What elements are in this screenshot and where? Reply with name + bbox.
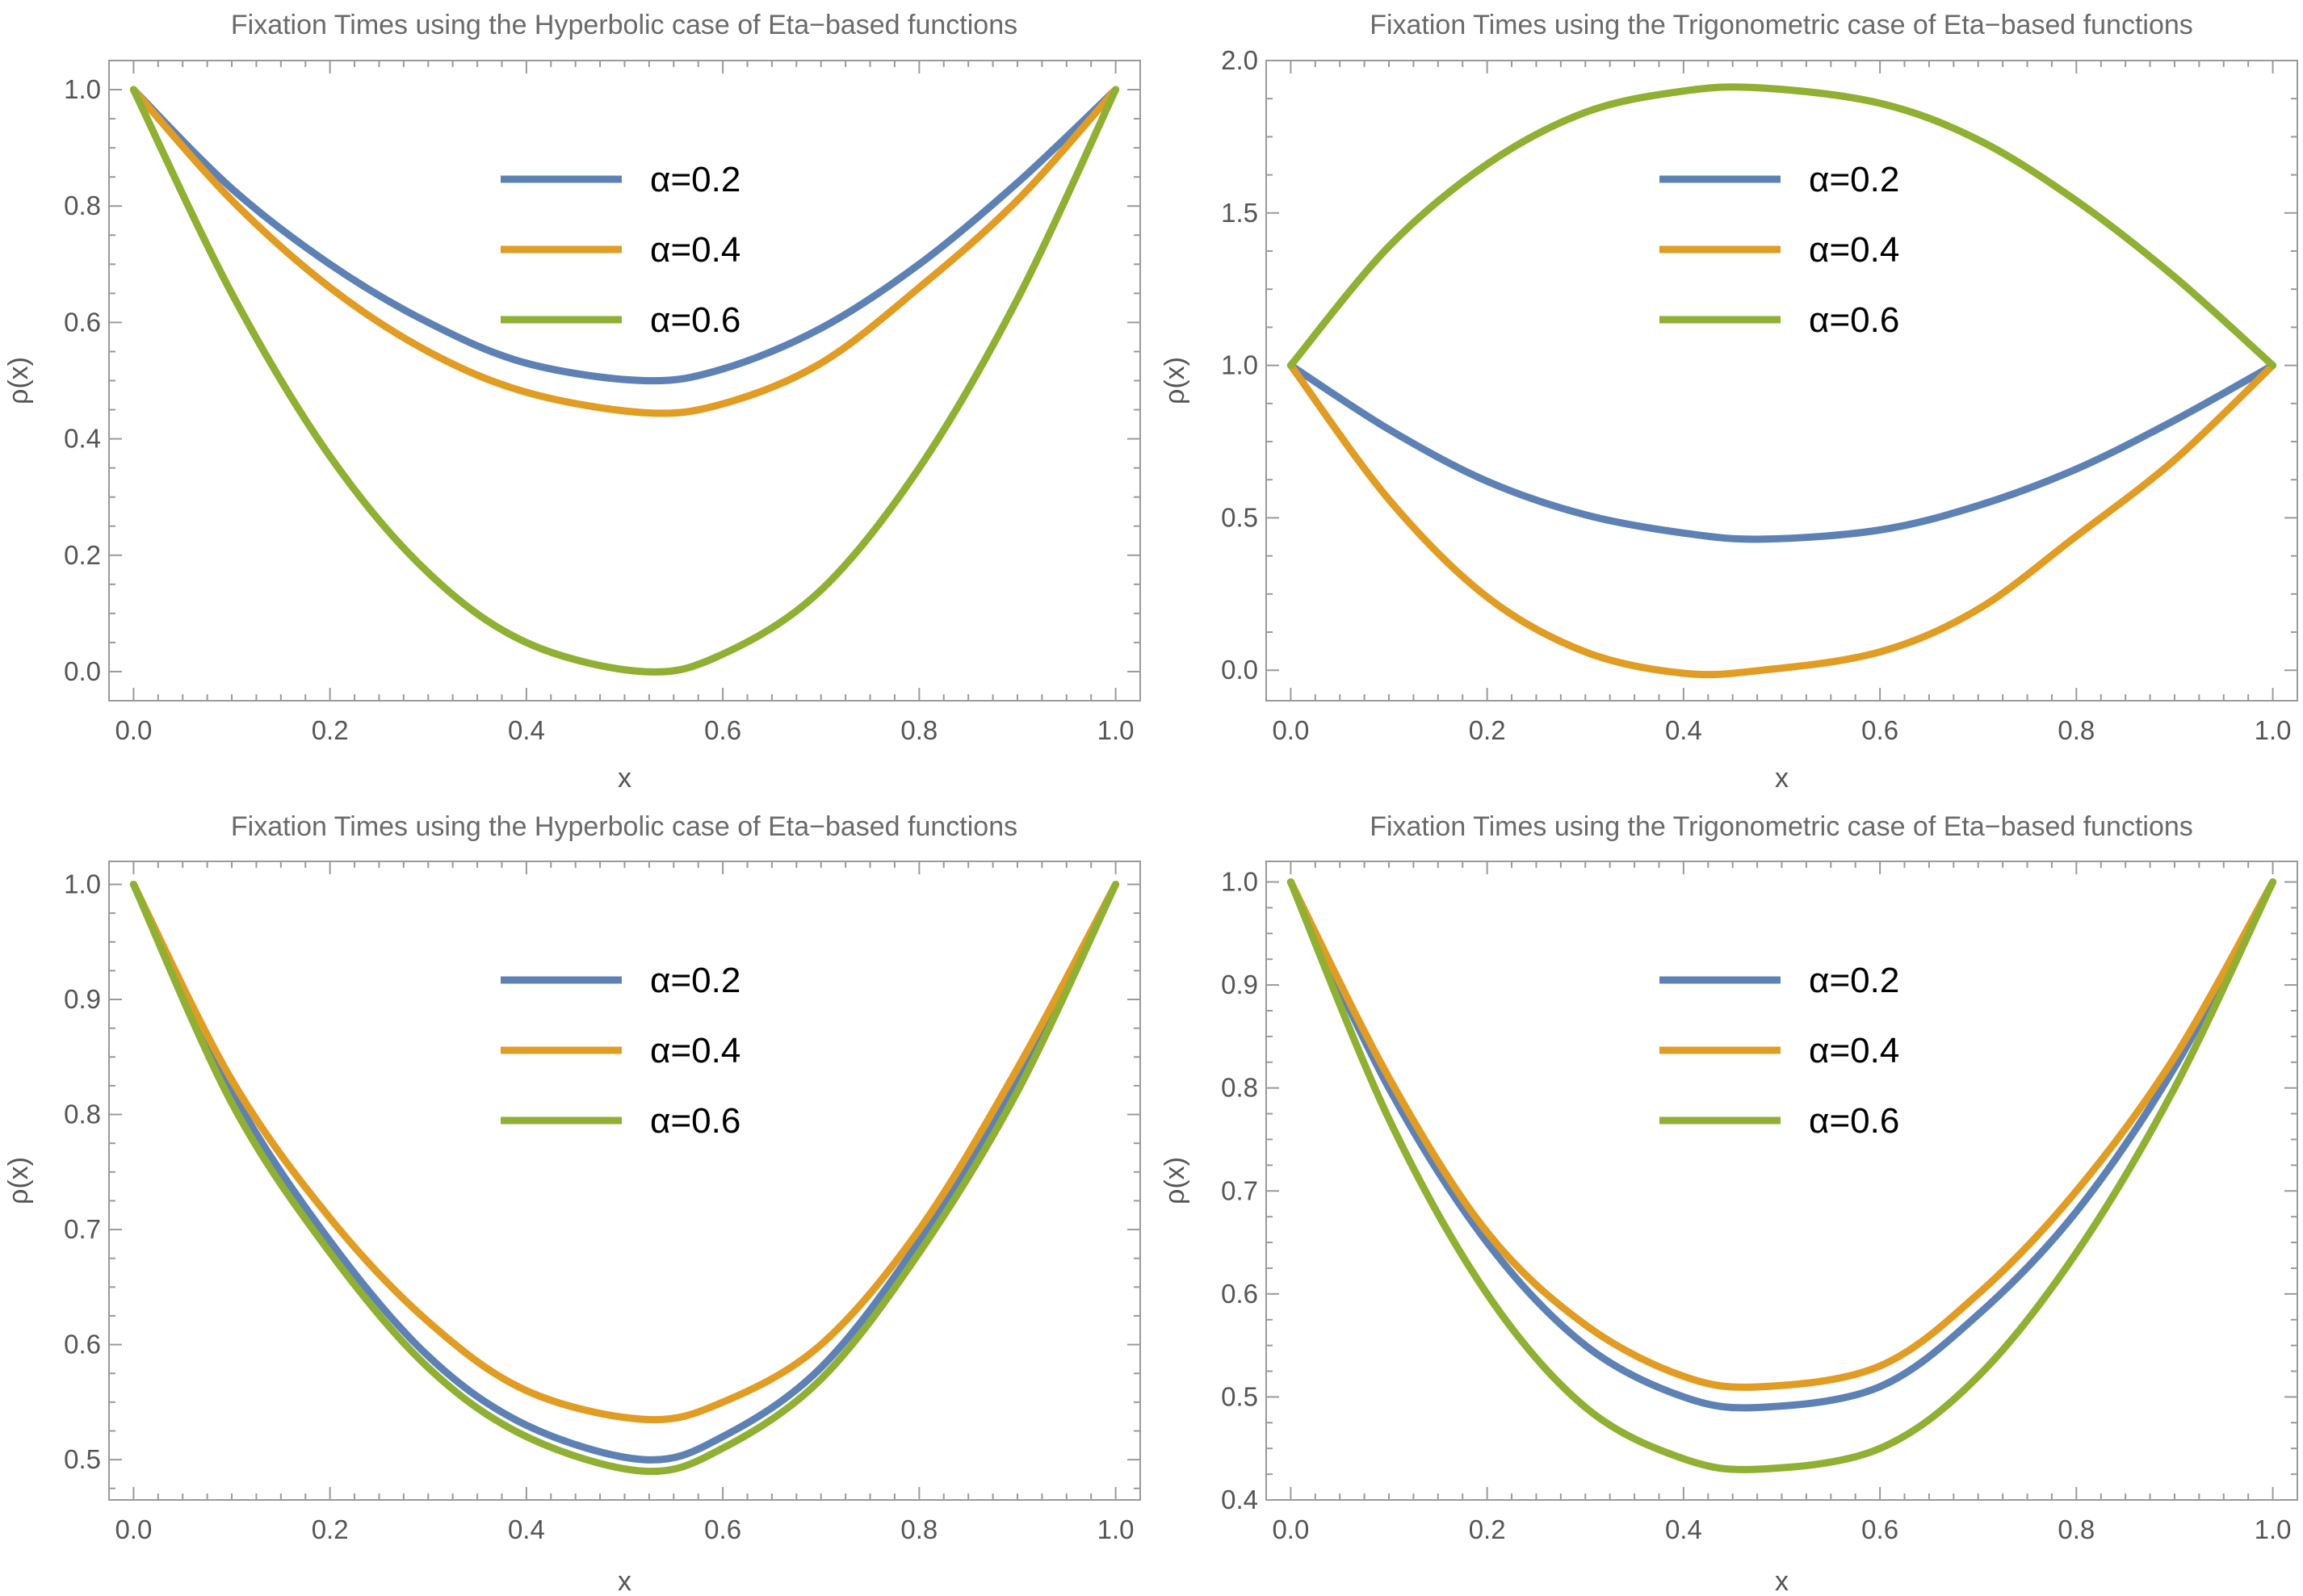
y-axis-label: ρ(x) [1160,1157,1190,1204]
x-tick-label: 0.6 [1861,715,1898,745]
y-tick-label: 1.5 [1221,198,1258,228]
x-tick-label: 0.8 [2058,1514,2095,1544]
y-tick-label: 1.0 [1221,350,1258,380]
chart-title: Fixation Times using the Hyperbolic case… [231,811,1017,842]
x-tick-label: 1.0 [2255,715,2292,745]
x-axis-label: x [1775,1566,1789,1596]
y-tick-label: 0.6 [64,307,101,337]
legend-entry: α=0.6 [650,1101,740,1141]
x-tick-label: 0.2 [1469,715,1506,745]
x-tick-label: 0.8 [900,715,938,745]
x-tick-label: 0.2 [312,1514,349,1544]
legend-entry: α=0.6 [1809,1101,1899,1141]
x-tick-label: 0.0 [115,715,152,745]
chart-panel-2: Fixation Times using the Trigonometric c… [1160,10,2298,794]
x-tick-label: 1.0 [2255,1514,2292,1544]
y-tick-label: 0.8 [1221,1073,1258,1103]
y-tick-label: 0.0 [1221,655,1258,685]
y-tick-label: 1.0 [1221,867,1258,897]
x-axis-label: x [1775,763,1789,794]
x-tick-label: 0.4 [508,1514,545,1544]
legend-entry: α=0.6 [1809,300,1899,340]
y-axis-label: ρ(x) [3,357,34,404]
x-tick-label: 0.2 [1469,1514,1506,1544]
legend: α=0.2 α=0.4 α=0.6 [1659,160,1899,340]
legend: α=0.2 α=0.4 α=0.6 [501,961,740,1141]
series-line-1 [1286,878,2277,1412]
y-tick-label: 0.9 [1221,970,1258,999]
plot-frame [1265,60,2298,702]
x-tick-label: 0.6 [1861,1514,1898,1544]
x-tick-label: 1.0 [1097,1514,1135,1544]
series-line-2 [1286,362,2277,679]
chart-panel-1: Fixation Times using the Hyperbolic case… [3,10,1141,794]
legend-entry: α=0.2 [650,160,740,199]
series-line-3 [1286,878,2277,1473]
legend-entry: α=0.2 [650,961,740,1000]
x-tick-label: 0.8 [2058,715,2095,745]
x-tick-label: 0.4 [508,715,545,745]
y-tick-label: 1.0 [64,869,101,899]
legend: α=0.2 α=0.4 α=0.6 [501,160,740,340]
series-line-2 [1286,878,2277,1391]
chart-title: Fixation Times using the Trigonometric c… [1370,10,2193,40]
plot-frame [108,861,1141,1501]
y-tick-label: 0.2 [64,540,101,570]
y-tick-label: 0.7 [64,1214,101,1244]
series-line-2 [129,86,1120,417]
x-tick-label: 1.0 [1097,715,1135,745]
x-tick-label: 0.0 [115,1514,152,1544]
legend-entry: α=0.4 [1809,230,1899,270]
y-axis-label: ρ(x) [3,1157,34,1204]
x-tick-label: 0.4 [1665,1514,1702,1544]
x-tick-label: 0.0 [1272,1514,1309,1544]
legend-entry: α=0.4 [1809,1031,1899,1070]
y-tick-label: 2.0 [1221,45,1258,75]
y-tick-label: 0.5 [1221,1381,1258,1411]
y-tick-label: 0.8 [64,1100,101,1129]
series-line-3 [129,881,1120,1476]
y-tick-label: 0.4 [64,424,101,454]
x-tick-label: 0.4 [1665,715,1702,745]
series-line-1 [129,881,1120,1464]
y-tick-label: 0.6 [64,1330,101,1359]
y-tick-label: 0.5 [64,1444,101,1474]
y-tick-label: 0.9 [64,984,101,1014]
x-tick-label: 0.8 [900,1514,938,1544]
chart-panel-3: Fixation Times using the Hyperbolic case… [3,811,1141,1596]
chart-panel-4: Fixation Times using the Trigonometric c… [1160,811,2298,1596]
y-tick-label: 0.0 [64,656,101,686]
x-tick-label: 0.0 [1272,715,1309,745]
x-tick-label: 0.6 [704,715,741,745]
y-tick-label: 0.8 [64,191,101,220]
chart-title: Fixation Times using the Trigonometric c… [1370,811,2193,842]
y-tick-label: 0.7 [1221,1175,1258,1205]
series-line-1 [1286,362,2277,543]
legend-entry: α=0.2 [1809,961,1899,1000]
series-line-2 [129,881,1120,1424]
chart-title: Fixation Times using the Hyperbolic case… [231,10,1017,40]
y-tick-label: 1.0 [64,74,101,104]
x-tick-label: 0.2 [312,715,349,745]
legend-entry: α=0.2 [1809,160,1899,199]
legend-entry: α=0.4 [650,230,740,270]
legend-entry: α=0.6 [650,300,740,340]
x-axis-label: x [618,1566,631,1596]
y-tick-label: 0.5 [1221,502,1258,532]
x-axis-label: x [618,763,631,794]
series-line-1 [129,86,1120,385]
series-line-3 [1286,83,2277,370]
y-tick-label: 0.6 [1221,1279,1258,1309]
y-axis-label: ρ(x) [1160,357,1190,404]
legend-entry: α=0.4 [650,1031,740,1070]
x-tick-label: 0.6 [704,1514,741,1544]
series-line-3 [129,86,1120,676]
y-tick-label: 0.4 [1221,1485,1258,1514]
legend: α=0.2 α=0.4 α=0.6 [1659,961,1899,1141]
